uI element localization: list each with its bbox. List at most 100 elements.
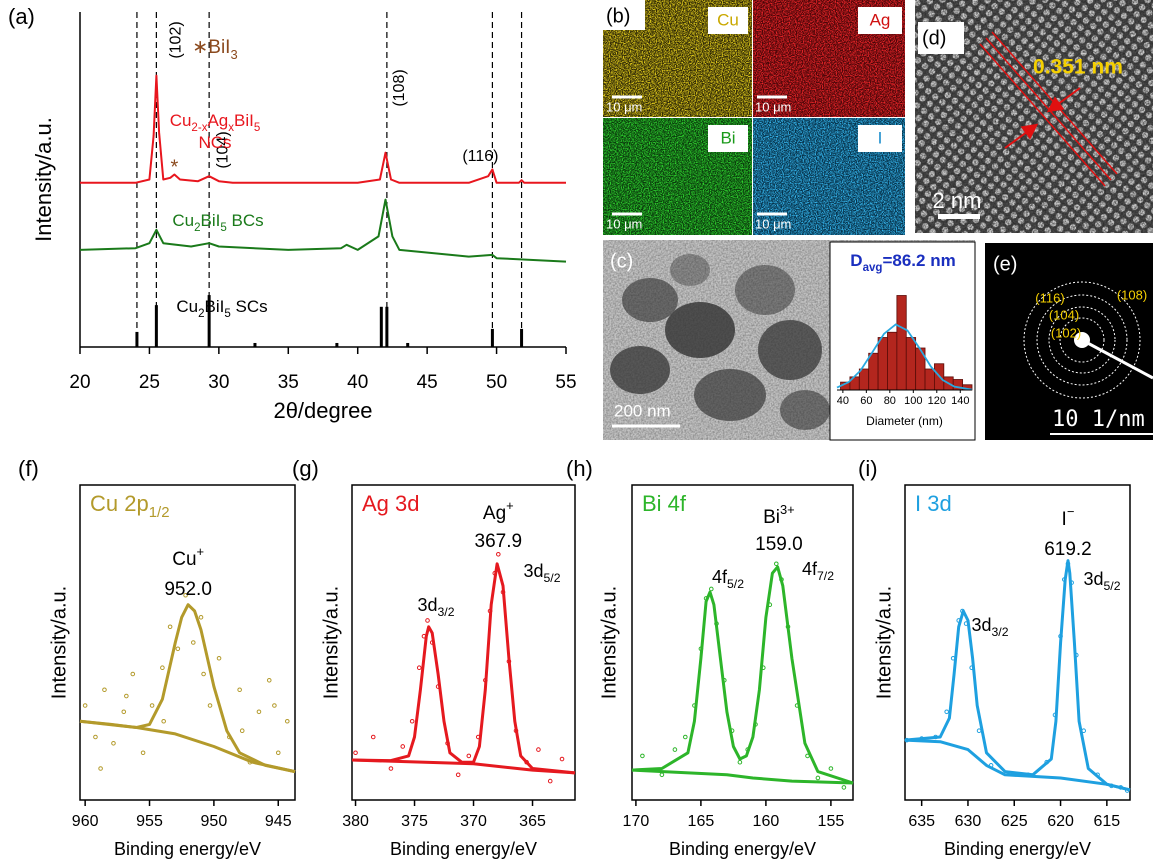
peak-ion-label: Ag+ xyxy=(483,498,514,524)
series-line xyxy=(80,721,295,771)
x-axis-label: Diameter (nm) xyxy=(866,414,943,428)
reference-stick xyxy=(491,329,494,347)
histogram-bar xyxy=(869,353,878,390)
data-point xyxy=(842,786,846,790)
plot-frame xyxy=(905,485,1130,800)
panel-title-part: Ag 3d xyxy=(362,491,420,516)
panel-label: (e) xyxy=(993,253,1017,275)
panel-title: I 3d xyxy=(915,491,952,516)
data-point xyxy=(410,719,414,723)
data-point xyxy=(426,619,430,623)
impurity-marker: * xyxy=(171,156,179,178)
component-label-part: 3d xyxy=(971,615,991,635)
x-tick-label: 375 xyxy=(401,813,428,830)
data-point xyxy=(267,679,271,683)
y-axis-label: Intensity/a.u. xyxy=(598,586,620,699)
series-label: Cu2BiI5 BCs xyxy=(172,211,263,234)
data-point xyxy=(103,688,107,692)
chart xyxy=(80,485,295,806)
x-tick-label: 35 xyxy=(278,372,299,393)
element-label: Cu xyxy=(717,10,739,29)
x-tick-label: 25 xyxy=(139,372,160,393)
x-tick-label: 120 xyxy=(928,395,946,407)
data-point xyxy=(945,710,949,714)
x-tick-label: 380 xyxy=(342,813,369,830)
series-line xyxy=(352,564,575,773)
x-tick-label: 100 xyxy=(904,395,922,407)
reference-stick xyxy=(155,305,158,347)
pattern-label-part: SCs xyxy=(231,297,268,316)
peak-ion-label-part: 3+ xyxy=(780,502,795,517)
data-point xyxy=(285,719,289,723)
x-tick-label: 50 xyxy=(486,372,507,393)
scale-bar-label: 10 1/nm xyxy=(1052,407,1145,432)
chart xyxy=(352,485,575,806)
data-point xyxy=(371,735,375,739)
peak-index-label: (102) xyxy=(168,21,185,58)
x-tick-label: 615 xyxy=(1094,813,1121,830)
data-point xyxy=(977,729,981,733)
data-point xyxy=(548,779,552,783)
component-label-part: 5/2 xyxy=(544,571,561,585)
x-tick-label: 30 xyxy=(208,372,229,393)
series-line xyxy=(80,605,295,772)
series-line xyxy=(905,561,1130,790)
x-axis-label: Binding energy/eV xyxy=(944,839,1091,859)
data-point xyxy=(417,666,421,670)
data-point xyxy=(162,719,166,723)
data-point xyxy=(354,751,358,755)
reference-stick xyxy=(135,332,138,347)
data-point xyxy=(660,773,664,777)
x-tick-label: 140 xyxy=(951,395,969,407)
panel-title-part: I 3d xyxy=(915,491,952,516)
data-point xyxy=(191,641,195,645)
reference-stick xyxy=(380,307,383,347)
data-point xyxy=(150,704,154,708)
data-point xyxy=(94,735,98,739)
ring-label: (102) xyxy=(1051,325,1081,340)
series-label-part: 5 xyxy=(254,122,260,134)
reference-stick xyxy=(335,343,338,347)
scale-bar-label: 2 nm xyxy=(933,188,982,213)
pattern-label: Cu2BiI5 SCs xyxy=(176,297,267,320)
scale-bar-label: 10 μm xyxy=(606,99,642,114)
y-axis-label: Intensity/a.u. xyxy=(320,586,342,699)
data-point xyxy=(673,748,677,752)
inset-title-part: avg xyxy=(863,262,883,274)
data-point xyxy=(710,587,714,591)
histogram-bar xyxy=(925,369,934,390)
spacing-label: 0.351 nm xyxy=(1033,56,1123,79)
data-point xyxy=(99,767,103,771)
histogram-bar xyxy=(906,338,915,391)
x-tick-label: 620 xyxy=(1047,813,1074,830)
plot-frame xyxy=(80,485,295,800)
data-point xyxy=(176,647,180,651)
impurity-legend-part: ∗BiI xyxy=(192,37,230,58)
x-tick-label: 40 xyxy=(837,395,849,407)
panel-label: (c) xyxy=(610,250,633,272)
data-point xyxy=(199,616,203,620)
x-tick-label: 155 xyxy=(818,813,845,830)
pattern-label-part: BiI xyxy=(205,297,225,316)
reference-stick xyxy=(385,307,388,347)
ring-label: (108) xyxy=(1117,287,1147,302)
x-tick-label: 625 xyxy=(1001,813,1028,830)
scale-bar-label: 10 μm xyxy=(606,216,642,231)
data-point xyxy=(168,625,172,629)
series-label-part: BCs xyxy=(227,211,264,230)
component-label: 3d3/2 xyxy=(971,615,1008,639)
component-label-part: 3/2 xyxy=(438,605,455,619)
reference-stick xyxy=(253,343,256,347)
component-label-part: 4f xyxy=(712,567,728,587)
y-axis-label: Intensity/a.u. xyxy=(48,586,70,699)
data-point xyxy=(208,704,212,708)
data-point xyxy=(829,767,833,771)
peak-energy-label: 619.2 xyxy=(1044,539,1092,560)
data-point xyxy=(389,767,393,771)
pattern-label-part: Cu xyxy=(176,297,198,316)
series-label-part: BiI xyxy=(201,211,221,230)
x-tick-label: 170 xyxy=(623,813,650,830)
x-tick-label: 60 xyxy=(860,395,872,407)
peak-ion-label-part: Bi xyxy=(763,507,780,528)
series-label: Cu2-xAgxBiI5 xyxy=(170,111,261,134)
